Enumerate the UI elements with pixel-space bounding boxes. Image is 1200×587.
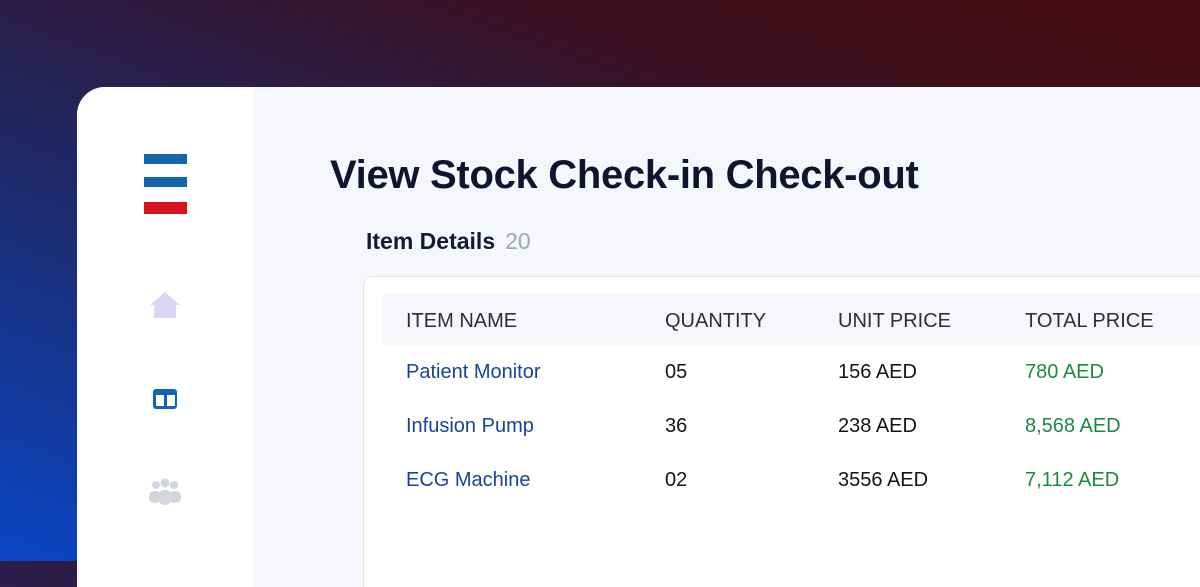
column-header: UNIT PRICE (838, 310, 951, 332)
section-header: Item Details 20 (366, 228, 531, 255)
total-price: 7,112 AED (1025, 469, 1120, 491)
item-count: 20 (505, 228, 531, 254)
quantity: 36 (665, 415, 688, 437)
page-title: View Stock Check-in Check-out (330, 153, 919, 197)
people-icon[interactable] (149, 478, 181, 506)
unit-price: 3556 AED (838, 469, 929, 491)
table-card: ITEM NAME QUANTITY UNIT PRICE TOTAL PRICE P… (363, 276, 1200, 587)
quantity: 05 (665, 361, 688, 383)
column-header: QUANTITY (665, 310, 767, 332)
column-header: ITEM NAME (406, 310, 518, 332)
home-icon[interactable] (150, 292, 180, 318)
total-price: 780 AED (1025, 361, 1104, 383)
item-name[interactable]: ECG Machine (406, 469, 531, 491)
item-name[interactable]: Infusion Pump (406, 415, 534, 437)
app-window: View Stock Check-in Check-out Item Detai… (77, 87, 1200, 587)
section-title: Item Details (366, 228, 496, 254)
item-name[interactable]: Patient Monitor (406, 361, 541, 383)
column-header: TOTAL PRICE (1025, 310, 1154, 332)
unit-price: 238 AED (838, 415, 917, 437)
table-header: ITEM NAME QUANTITY UNIT PRICE TOTAL PRICE (383, 293, 1200, 346)
total-price: 8,568 AED (1025, 415, 1121, 437)
layout-icon[interactable] (153, 389, 177, 409)
logo[interactable] (144, 154, 187, 214)
unit-price: 156 AED (838, 361, 917, 383)
sidebar-icons (144, 154, 187, 506)
sidebar (77, 87, 253, 587)
quantity: 02 (665, 469, 688, 491)
